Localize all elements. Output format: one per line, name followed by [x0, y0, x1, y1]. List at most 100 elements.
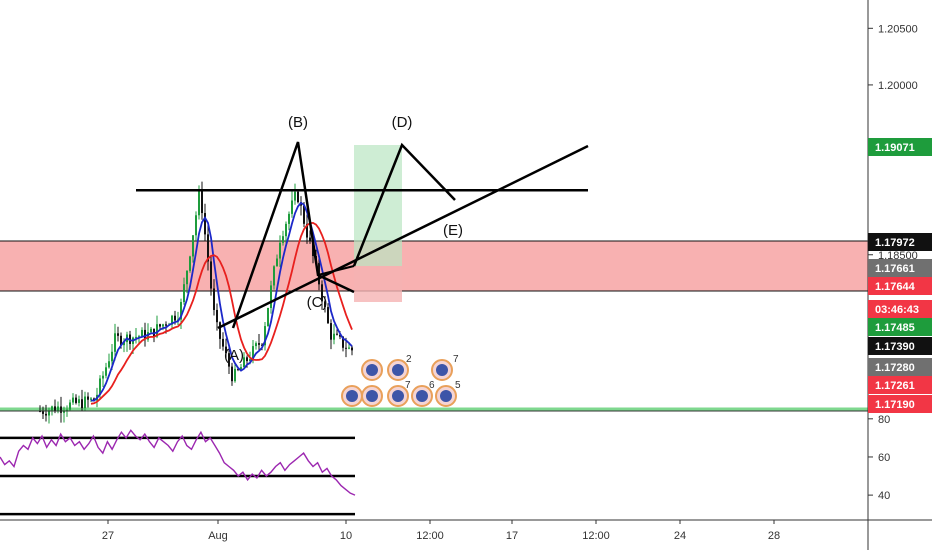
event-count-label: 5	[455, 380, 461, 391]
time-tick-label: 24	[674, 530, 686, 542]
candle-body	[165, 324, 167, 326]
candle-body	[306, 223, 308, 238]
candle-body	[204, 213, 206, 235]
candle-body	[324, 301, 326, 308]
candle-body	[114, 333, 116, 352]
position-loss-box	[354, 266, 402, 302]
candle-body	[330, 323, 332, 340]
wave-label: (A)	[224, 347, 244, 364]
candle-body	[111, 351, 113, 362]
candle-body	[84, 396, 86, 409]
candle-body	[150, 328, 152, 333]
candle-body	[108, 361, 110, 368]
price-tick-label: 1.20000	[878, 80, 918, 92]
candle-body	[42, 411, 44, 414]
candle-body	[198, 190, 200, 216]
candle-body	[264, 326, 266, 346]
price-badge	[868, 233, 932, 251]
candle-body	[69, 402, 71, 410]
candle-body	[258, 343, 260, 345]
wave-label: (B)	[288, 114, 308, 131]
event-count-label: 2	[406, 354, 412, 365]
osc-tick-label: 40	[878, 490, 890, 502]
candle-body	[63, 411, 65, 413]
candle-body	[282, 236, 284, 243]
candle-body	[327, 307, 329, 324]
candle-body	[48, 410, 50, 416]
candle-body	[99, 378, 101, 395]
candle-body	[294, 191, 296, 201]
candle-body	[243, 357, 245, 368]
event-flag-icon	[436, 364, 448, 376]
candle-body	[237, 368, 239, 370]
candle-body	[342, 336, 344, 348]
candle-body	[144, 329, 146, 340]
candle-body	[339, 334, 341, 337]
candle-body	[234, 368, 236, 382]
candle-body	[210, 261, 212, 289]
event-flag-icon	[346, 390, 358, 402]
candle-body	[186, 270, 188, 285]
candle-body	[348, 347, 350, 349]
price-badge	[868, 300, 932, 318]
event-flag-icon	[366, 364, 378, 376]
candle-body	[195, 215, 197, 236]
candle-body	[207, 234, 209, 262]
price-badge	[868, 318, 932, 336]
candle-body	[273, 266, 275, 286]
candle-body	[345, 347, 347, 349]
event-flag-icon	[366, 390, 378, 402]
wave-path-abc[interactable]	[231, 141, 355, 329]
price-badge-label: 03:46:43	[875, 304, 919, 316]
price-badge	[868, 376, 932, 394]
price-tick-label: 1.18500	[878, 250, 918, 262]
candle-body	[213, 288, 215, 310]
oscillator-line	[0, 429, 356, 496]
wave-path-de[interactable]	[352, 142, 456, 267]
price-badge	[868, 358, 932, 376]
wave-label: (C)	[307, 294, 328, 311]
candle-body	[240, 367, 242, 370]
candle-body	[270, 285, 272, 309]
candle-body	[216, 309, 218, 323]
candle-body	[219, 322, 221, 339]
time-tick-label: 17	[506, 530, 518, 542]
candle-body	[285, 223, 287, 237]
candle-body	[75, 397, 77, 403]
candle-body	[156, 324, 158, 337]
candle-body	[180, 302, 182, 320]
candle-body	[138, 336, 140, 338]
time-tick-label: 28	[768, 530, 780, 542]
price-badge-label: 1.19071	[875, 142, 915, 154]
candle-body	[192, 235, 194, 257]
oscillator-panel: 80 60 40	[0, 414, 890, 516]
wave-label: (E)	[443, 222, 463, 239]
candle-body	[141, 329, 143, 337]
event-flag-icon	[392, 364, 404, 376]
candle-body	[117, 333, 119, 336]
time-tick-label: 12:00	[582, 530, 610, 542]
osc-tick-label: 80	[878, 414, 890, 426]
candle-body	[66, 409, 68, 412]
wave-path-c-link[interactable]	[317, 265, 355, 276]
event-badges-group: 2 7 7 6 5	[341, 354, 461, 407]
candle-body	[201, 190, 203, 214]
candle-body	[72, 397, 74, 403]
event-flag-icon	[392, 390, 404, 402]
time-axis[interactable]: 27 Aug 10 12:00 17 12:00 24 28	[102, 520, 780, 542]
candle-body	[54, 406, 56, 412]
candle-body	[57, 406, 59, 412]
candle-body	[222, 338, 224, 347]
candle-body	[255, 343, 257, 347]
price-badge-label: 1.17644	[875, 281, 916, 293]
slow-ma-line	[90, 221, 353, 405]
time-tick-label: 27	[102, 530, 114, 542]
candle-body	[225, 346, 227, 354]
resistance-zone	[0, 241, 868, 291]
wave-labels-group: (A) (B) (C) (D) (E)	[224, 114, 463, 364]
support-trendline[interactable]	[217, 144, 589, 330]
candle-body	[159, 324, 161, 327]
candle-body	[183, 284, 185, 303]
price-badges-group: 1.19071 1.17972 1.17661 1.17644 03:46:43 1.17…	[868, 138, 932, 413]
event-flag-icon	[440, 390, 452, 402]
